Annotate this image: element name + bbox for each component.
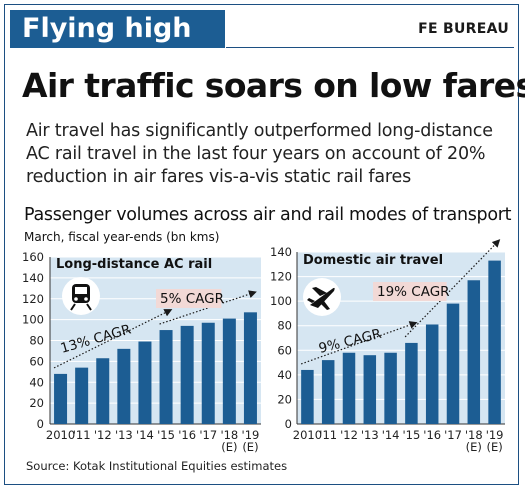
- cagr-arrow: [404, 239, 501, 338]
- y-tick-label: 0: [37, 417, 44, 431]
- x-tick-label: (E): [242, 440, 258, 454]
- bar: [488, 260, 501, 424]
- bar: [342, 352, 356, 424]
- cagr-arrow: [159, 290, 257, 325]
- bar: [405, 342, 418, 424]
- panel-title: Long-distance AC rail: [56, 257, 212, 272]
- x-tick-label: '19: [486, 428, 504, 442]
- infographic-frame: [4, 4, 519, 485]
- train-light: [74, 297, 78, 301]
- x-tick-label: (E): [221, 440, 237, 454]
- train-rail: [86, 303, 92, 311]
- x-tick-label: '12: [94, 428, 112, 442]
- train-window: [75, 287, 87, 294]
- bar: [446, 303, 460, 424]
- y-tick-label: 140: [270, 245, 292, 259]
- x-tick-label: 2010: [293, 428, 322, 442]
- cagr-arrow: [300, 321, 418, 365]
- cagr-label-box: [373, 282, 447, 301]
- x-tick-label: '18: [220, 428, 238, 442]
- bar: [222, 318, 236, 424]
- y-tick-label: 40: [277, 368, 292, 382]
- banner-title: Flying high: [22, 13, 192, 44]
- x-tick-label: '18: [465, 428, 483, 442]
- x-tick-label: '11: [319, 428, 337, 442]
- y-tick-label: 100: [22, 313, 44, 327]
- chart-subtitle: March, fiscal year-ends (bn kms): [24, 230, 220, 244]
- bar: [159, 330, 173, 424]
- panel-title: Domestic air travel: [303, 253, 443, 268]
- train-rail: [70, 303, 76, 311]
- deck-text: Air travel has significantly outperforme…: [26, 121, 493, 187]
- headline: Air traffic soars on low fares: [22, 66, 525, 105]
- y-tick-label: 80: [29, 334, 44, 348]
- cagr-label-box: [156, 289, 222, 308]
- y-tick-label: 140: [22, 271, 44, 285]
- bar: [138, 341, 152, 424]
- y-tick-label: 120: [270, 270, 292, 284]
- bar: [54, 373, 68, 424]
- x-tick-label: '17: [199, 428, 217, 442]
- x-tick-label: (E): [486, 440, 502, 454]
- train-light: [84, 297, 88, 301]
- source-note: Source: Kotak Institutional Equities est…: [26, 459, 288, 473]
- bar: [180, 325, 194, 424]
- byline: FE BUREAU: [418, 21, 509, 37]
- x-tick-label: '13: [115, 428, 133, 442]
- train-icon: [62, 277, 100, 315]
- chart-title: Passenger volumes across air and rail mo…: [24, 205, 512, 225]
- cagr-arrow: [53, 309, 173, 369]
- x-tick-label: '14: [136, 428, 154, 442]
- air-chart: 0 20 40 60 80 100 120 140 2010'11'12'13'14'15'16…: [270, 239, 505, 454]
- bar: [201, 322, 215, 424]
- y-tick-label: 120: [22, 292, 44, 306]
- y-tick-label: 100: [270, 294, 292, 308]
- x-tick-label: '12: [340, 428, 358, 442]
- header-rule: [226, 47, 514, 48]
- bar: [117, 348, 131, 424]
- header-banner: [10, 10, 225, 48]
- x-tick-label: '17: [444, 428, 462, 442]
- cagr-label: 19% CAGR: [377, 284, 450, 300]
- y-tick-label: 60: [29, 354, 44, 368]
- bar: [75, 367, 89, 424]
- plane-wing: [312, 287, 327, 296]
- bar: [467, 280, 481, 424]
- plane-tail: [307, 298, 315, 303]
- x-tick-label: '15: [403, 428, 421, 442]
- plane-wing: [320, 301, 330, 310]
- y-tick-label: 0: [285, 417, 292, 431]
- airplane-icon: [303, 278, 341, 316]
- bar: [243, 312, 257, 424]
- bar: [425, 324, 439, 424]
- bar: [301, 369, 314, 424]
- y-tick-label: 160: [22, 250, 44, 264]
- x-tick-label: '14: [382, 428, 400, 442]
- rail-chart: 0 20 40 60 80 100 120 140 160 2010'11'12'13'14'15…: [22, 250, 261, 454]
- y-tick-label: 60: [277, 343, 292, 357]
- x-tick-label: '13: [361, 428, 379, 442]
- y-tick-label: 80: [277, 319, 292, 333]
- bar: [96, 358, 110, 424]
- x-tick-label: (E): [466, 440, 482, 454]
- x-tick-label: '16: [178, 428, 196, 442]
- y-tick-label: 20: [277, 392, 292, 406]
- bar: [384, 352, 397, 424]
- x-tick-label: '11: [73, 428, 91, 442]
- x-tick-label: '15: [157, 428, 175, 442]
- y-tick-label: 20: [29, 396, 44, 410]
- bar: [321, 360, 335, 424]
- x-tick-label: 2010: [46, 428, 75, 442]
- cagr-label: 5% CAGR: [160, 291, 224, 307]
- x-tick-label: '16: [423, 428, 441, 442]
- bar: [363, 355, 377, 424]
- x-tick-label: '19: [242, 428, 260, 442]
- y-tick-label: 40: [29, 375, 44, 389]
- plane-body: [310, 287, 335, 308]
